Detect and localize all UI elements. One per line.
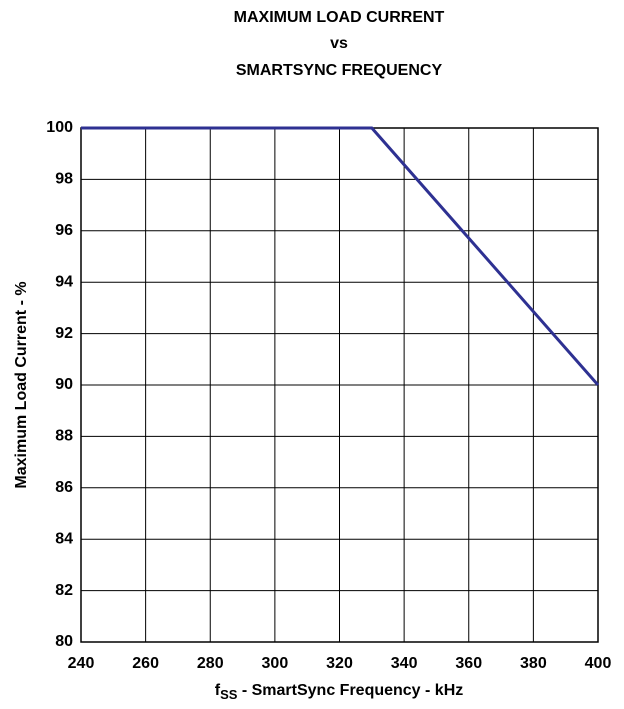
y-tick-label: 100 — [46, 119, 73, 136]
x-tick-label: 260 — [132, 655, 159, 672]
chart-title: SMARTSYNC FREQUENCY — [236, 62, 443, 79]
y-tick-label: 92 — [55, 325, 73, 342]
x-axis-label: fSS - SmartSync Frequency - kHz — [215, 682, 464, 702]
y-tick-label: 88 — [55, 428, 73, 445]
y-tick-label: 94 — [55, 273, 73, 290]
x-tick-label: 400 — [585, 655, 612, 672]
x-axis-label-text: - SmartSync Frequency - kHz — [237, 682, 463, 699]
x-tick-label: 320 — [326, 655, 353, 672]
x-axis-label-subscript: SS — [220, 687, 238, 702]
y-tick-label: 80 — [55, 633, 73, 650]
y-tick-label: 84 — [55, 530, 73, 547]
y-axis-label: Maximum Load Current - % — [13, 281, 30, 488]
y-tick-label: 90 — [55, 376, 73, 393]
y-tick-label: 96 — [55, 222, 73, 239]
chart-title: vs — [330, 35, 348, 52]
data-line — [81, 126, 600, 386]
y-tick-label: 82 — [55, 582, 73, 599]
chart-title: MAXIMUM LOAD CURRENT — [234, 9, 445, 26]
x-tick-label: 380 — [520, 655, 547, 672]
x-tick-label: 280 — [197, 655, 224, 672]
x-tick-label: 360 — [455, 655, 482, 672]
x-axis-label-symbol: f — [215, 682, 221, 699]
x-tick-label: 300 — [262, 655, 289, 672]
y-tick-label: 98 — [55, 171, 73, 188]
x-tick-label: 240 — [68, 655, 95, 672]
x-tick-label: 340 — [391, 655, 418, 672]
y-tick-label: 86 — [55, 479, 73, 496]
